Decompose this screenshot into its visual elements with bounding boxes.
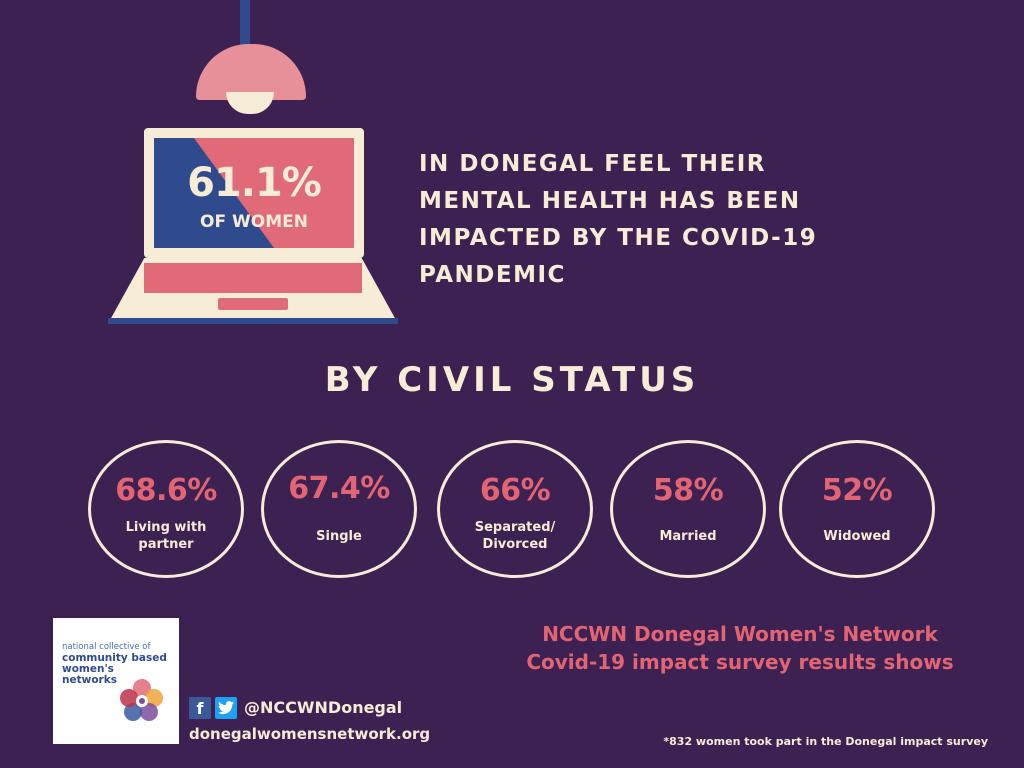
stat-circle-married: 58% Married	[610, 440, 766, 578]
twitter-bird-icon	[218, 701, 234, 715]
laptop-base	[110, 258, 396, 320]
headline-statement: IN DONEGAL FEEL THEIR MENTAL HEALTH HAS …	[419, 151, 818, 288]
stat-circle-living-with-partner: 68.6% Living with partner	[88, 440, 244, 578]
headline-percentage: 61.1%	[187, 160, 322, 206]
stat-circle-widowed: 52% Widowed	[779, 440, 935, 578]
logo-line: community based	[62, 652, 167, 664]
logo-line: women's	[62, 663, 114, 675]
headline-subject: OF WOMEN	[200, 212, 308, 232]
footnote: *832 women took part in the Donegal impa…	[663, 735, 988, 748]
logo-line: national collective of	[62, 642, 151, 652]
stat-label: Widowed	[823, 528, 891, 544]
network-title: NCCWN Donegal Women's Network Covid-19 i…	[526, 622, 954, 674]
laptop-touchpad	[218, 298, 288, 310]
stat-value: 66%	[479, 473, 551, 508]
stat-label: Married	[659, 528, 717, 544]
lamp-cord	[240, 0, 250, 48]
stat-value: 52%	[821, 473, 893, 508]
twitter-icon[interactable]	[215, 697, 237, 719]
website-link[interactable]: donegalwomensnetwork.org	[189, 725, 431, 743]
stat-value: 68.6%	[115, 473, 217, 508]
nccwn-logo: national collective of community based w…	[53, 618, 179, 744]
stat-value: 67.4%	[288, 471, 390, 506]
stat-value: 58%	[652, 473, 724, 508]
stat-circle-separated-divorced: 66% Separated/ Divorced	[437, 440, 593, 578]
stat-circle-single: 67.4% Single	[261, 440, 417, 578]
logo-text: national collective of community based w…	[62, 642, 174, 686]
stat-label: Separated/ Divorced	[474, 520, 556, 552]
lamp-bulb-icon	[226, 92, 274, 114]
laptop-icon: 61.1% OF WOMEN	[144, 128, 364, 258]
logo-line: networks	[62, 674, 117, 686]
section-title: BY CIVIL STATUS	[324, 360, 700, 400]
flower-logo-icon	[120, 679, 163, 721]
facebook-icon[interactable]: f	[189, 697, 211, 719]
laptop-display-graphic	[154, 138, 354, 248]
stat-label: Living with partner	[125, 520, 207, 552]
stat-label: Single	[316, 528, 362, 544]
laptop-keyboard	[144, 263, 362, 293]
social-icons: f	[189, 697, 237, 719]
laptop-display: 61.1% OF WOMEN	[154, 138, 354, 248]
laptop-bottom-edge	[108, 318, 398, 324]
social-handle[interactable]: @NCCWNDonegal	[244, 698, 403, 717]
